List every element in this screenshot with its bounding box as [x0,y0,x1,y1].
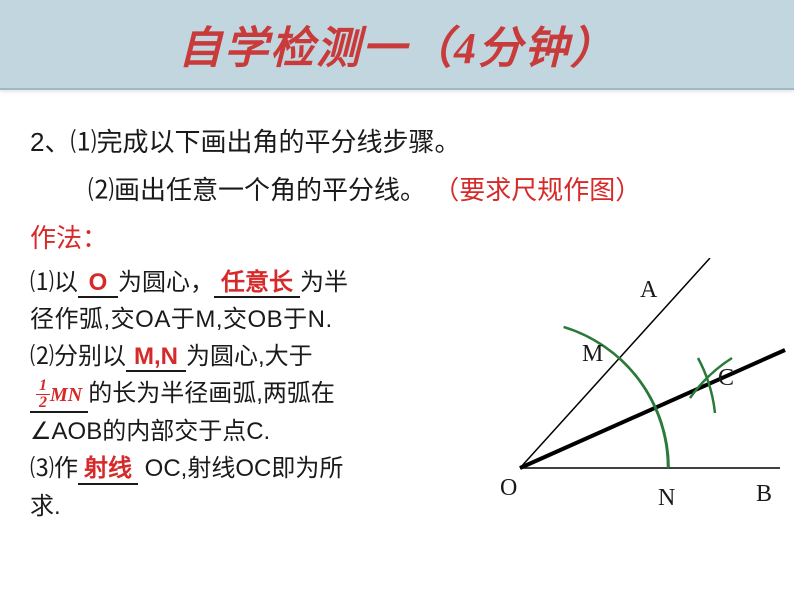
step-2: ⑵分别以M,N为圆心,大于 12MN的长为半径画弧,两弧在 ∠AOB的内部交于点… [30,338,480,451]
q-num: 2、 [30,127,70,157]
ray-OA [520,258,710,468]
label-N: N [658,478,675,519]
s1a: ⑴以 [30,269,78,296]
arc-O [541,316,701,467]
blank-O: O [78,270,118,298]
label-C: C [718,358,734,399]
s3a: ⑶作 [30,455,78,482]
label-M: M [582,334,603,375]
step-1: ⑴以O为圆心，任意长为半 径作弧,交OA于M,交OB于N. [30,264,480,338]
s3c: 求. [30,493,61,520]
s2c: 的长为半径画弧,两弧在 [88,380,335,407]
label-B: B [756,474,772,515]
q-note: （要求尺规作图） [433,176,641,205]
s3b: OC,射线OC即为所 [138,455,343,482]
frac-den: 2 [36,395,50,411]
frac-num: 1 [36,378,50,395]
slide-header: 自学检测一（4分钟） [0,0,794,90]
angle-diagram: A M C O N B [490,264,764,525]
blank-half-mn: 12MN [30,378,88,413]
s2d: ∠AOB的内部交于点C. [30,418,270,445]
s2b: 为圆心,大于 [186,343,313,370]
s1d: 径作弧,交OA于M,交OB于N. [30,306,333,333]
q-p1: ⑴完成以下画出角的平分线步骤。 [70,127,460,157]
s1b: 为圆心， [118,269,214,296]
steps-area: ⑴以O为圆心，任意长为半 径作弧,交OA于M,交OB于N. ⑵分别以M,N为圆心… [30,264,764,525]
blank-ray: 射线 [78,456,138,484]
method-label: 作法： [30,217,764,261]
blank-any: 任意长 [214,270,300,298]
content-area: 2、⑴完成以下画出角的平分线步骤。 ⑵画出任意一个角的平分线。 （要求尺规作图）… [0,90,794,525]
s2a: ⑵分别以 [30,343,126,370]
s1c: 为半 [300,269,348,296]
frac-half: 12 [36,378,50,411]
bisector-OC [520,350,785,468]
question-2: ⑵画出任意一个角的平分线。 （要求尺规作图） [30,168,764,213]
mask [490,508,790,518]
label-A: A [640,270,657,311]
blank-MN: M,N [126,344,186,372]
question-1: 2、⑴完成以下画出角的平分线步骤。 [30,120,764,164]
step-3: ⑶作射线 OC,射线OC即为所 求. [30,450,480,524]
slide-title: 自学检测一（4分钟） [178,12,616,76]
label-O: O [500,468,517,509]
steps-text: ⑴以O为圆心，任意长为半 径作弧,交OA于M,交OB于N. ⑵分别以M,N为圆心… [30,264,480,525]
mn-text: MN [50,384,82,406]
q-p2: ⑵画出任意一个角的平分线。 [88,175,426,205]
